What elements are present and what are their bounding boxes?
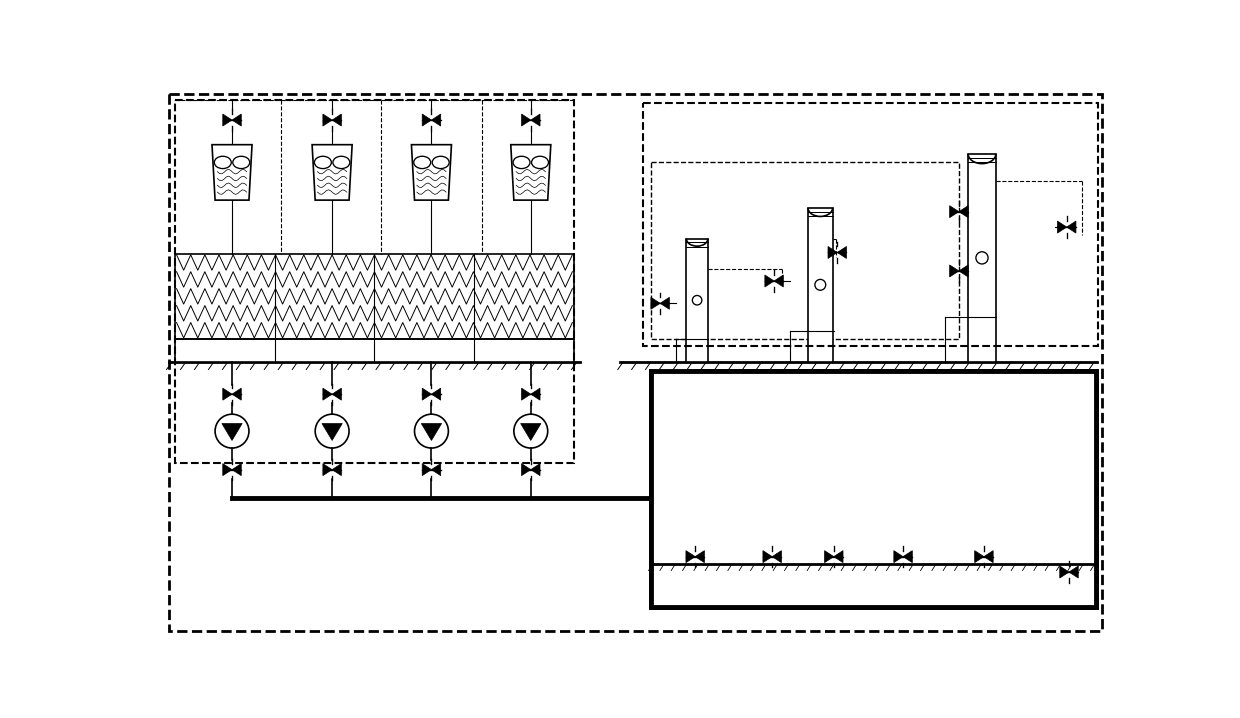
Polygon shape <box>521 424 541 440</box>
Polygon shape <box>894 551 903 563</box>
Polygon shape <box>332 114 341 126</box>
Polygon shape <box>651 297 660 309</box>
Polygon shape <box>959 265 968 277</box>
Polygon shape <box>828 246 837 258</box>
Polygon shape <box>212 145 252 200</box>
Polygon shape <box>232 464 242 475</box>
Polygon shape <box>531 388 541 400</box>
Bar <box>651 162 959 339</box>
Polygon shape <box>975 551 983 563</box>
Polygon shape <box>773 551 781 563</box>
Polygon shape <box>1066 221 1076 233</box>
Polygon shape <box>825 551 833 563</box>
Polygon shape <box>686 551 696 563</box>
Polygon shape <box>422 464 432 475</box>
Polygon shape <box>332 464 341 475</box>
Polygon shape <box>837 246 847 258</box>
Polygon shape <box>522 114 531 126</box>
Bar <box>675 393 717 428</box>
Polygon shape <box>903 551 913 563</box>
Polygon shape <box>232 388 242 400</box>
Polygon shape <box>412 145 451 200</box>
Polygon shape <box>322 388 332 400</box>
Polygon shape <box>432 114 440 126</box>
Polygon shape <box>763 551 773 563</box>
Bar <box>651 371 1096 607</box>
Polygon shape <box>511 145 551 200</box>
Polygon shape <box>432 464 440 475</box>
Polygon shape <box>232 114 242 126</box>
Bar <box>968 154 996 362</box>
Polygon shape <box>531 114 541 126</box>
Bar <box>686 238 708 362</box>
Bar <box>812 393 854 428</box>
Bar <box>812 437 854 472</box>
Polygon shape <box>522 388 531 400</box>
Bar <box>808 208 832 362</box>
Polygon shape <box>833 551 843 563</box>
Polygon shape <box>1058 221 1066 233</box>
Polygon shape <box>222 424 242 440</box>
Polygon shape <box>765 275 774 287</box>
Polygon shape <box>322 114 332 126</box>
Polygon shape <box>1060 566 1069 578</box>
Polygon shape <box>959 205 968 218</box>
Polygon shape <box>422 114 432 126</box>
Polygon shape <box>422 388 432 400</box>
Polygon shape <box>223 114 232 126</box>
Bar <box>959 393 1009 428</box>
Polygon shape <box>223 464 232 475</box>
Bar <box>175 339 574 362</box>
Polygon shape <box>322 424 342 440</box>
Bar <box>959 437 1009 472</box>
Polygon shape <box>223 388 232 400</box>
Polygon shape <box>432 388 440 400</box>
Polygon shape <box>696 551 704 563</box>
Polygon shape <box>332 388 341 400</box>
Bar <box>644 103 1097 346</box>
Polygon shape <box>522 464 531 475</box>
Bar <box>675 437 717 472</box>
Polygon shape <box>660 297 670 309</box>
Polygon shape <box>950 205 959 218</box>
Polygon shape <box>322 464 332 475</box>
Polygon shape <box>531 464 541 475</box>
Polygon shape <box>312 145 352 200</box>
Polygon shape <box>983 551 993 563</box>
Polygon shape <box>1069 566 1079 578</box>
Polygon shape <box>422 424 441 440</box>
Polygon shape <box>950 265 959 277</box>
Polygon shape <box>774 275 784 287</box>
Bar <box>175 254 574 339</box>
Bar <box>675 482 717 518</box>
Bar <box>175 100 574 463</box>
